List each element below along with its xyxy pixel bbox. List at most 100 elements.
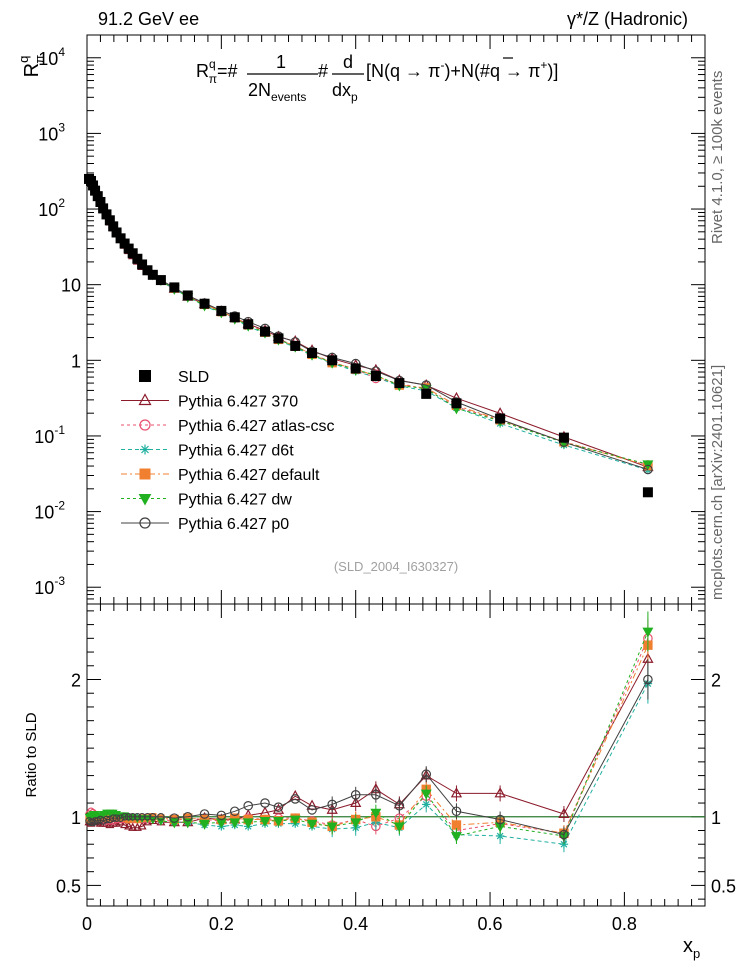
main-point-sld <box>307 347 318 358</box>
x-tick-label: 0.2 <box>209 914 234 934</box>
main-axes: 10-3 10-2 10-1 1 10 102 103 104 <box>34 34 706 605</box>
ratio-ytick-label: 1 <box>71 808 81 828</box>
legend-marker-pythia-6-427-dw <box>138 494 152 506</box>
main-ytick-label: 10-3 <box>34 574 65 598</box>
ratio-point-pythia-6-427-p0 <box>89 818 97 827</box>
main-point-sld <box>199 298 210 309</box>
y-title-sub: π <box>32 55 47 64</box>
main-point-sld <box>155 275 166 286</box>
formula-lhs: Rq π=# <box>196 57 238 86</box>
ratio-ytick-label: 0.5 <box>56 876 81 896</box>
qbar: q <box>490 61 500 81</box>
main-y-axis-title: Rqπ <box>16 55 47 78</box>
ratio-point-pythia-6-427-p0 <box>273 802 284 812</box>
main-ytick-label: 1 <box>71 351 81 371</box>
main-point-sld <box>260 326 271 337</box>
ratio-point-pythia-6-427-p0 <box>91 817 99 825</box>
frac1-denominator: 2Nevents <box>248 80 306 104</box>
ratio-point-pythia-6-427-370 <box>306 799 318 810</box>
ratio-point-pythia-6-427-p0 <box>116 814 125 822</box>
main-point-sld <box>147 269 158 280</box>
main-point-sld <box>394 378 405 389</box>
ratio-point-pythia-6-427-p0 <box>243 800 254 811</box>
ratio-point-pythia-6-427-p0 <box>307 805 317 815</box>
ratio-axes: 0.5 0.5 1 1 2 2 0 0.2 0.4 0.6 0.8 <box>56 604 736 934</box>
x-tick-label: 0.6 <box>478 914 503 934</box>
mcplots-label: mcplots.cern.ch [arXiv:2401.10621] <box>709 365 726 600</box>
energy-label: 91.2 GeV ee <box>98 9 199 29</box>
main-point-sld <box>350 363 361 374</box>
ratio-point-pythia-6-427-370 <box>128 822 138 831</box>
legend-marker-pythia-6-427-p0 <box>139 517 151 529</box>
main-point-sld <box>273 333 284 344</box>
main-point-sld <box>421 388 432 399</box>
ratio-point-pythia-6-427-dw <box>242 818 254 829</box>
formula: Rq π=# 1 2Nevents # d dxp [N(q → π-)+N(#q… <box>196 52 558 104</box>
main-point-sld <box>290 340 301 351</box>
main-line-pythia-6-427-dw <box>88 178 649 465</box>
ratio-point-pythia-6-427-p0 <box>124 812 133 821</box>
ratio-point-pythia-6-427-p0 <box>120 812 129 821</box>
ratio-point-pythia-6-427-p0 <box>138 812 146 821</box>
legend-marker-pythia-6-427-default <box>139 468 151 480</box>
main-point-sld <box>495 413 506 424</box>
legend: SLD Pythia 6.427 370 Pythia 6.427 atlas-cs… <box>121 369 335 533</box>
x-axis-title: xp <box>683 935 700 961</box>
main-point-sld <box>558 432 569 443</box>
ratio-point-pythia-6-427-370 <box>105 819 115 829</box>
main-ytick-label: 102 <box>38 196 65 220</box>
main-point-sld <box>169 282 180 293</box>
main-point-sld <box>229 312 240 323</box>
main-point-sld <box>642 487 653 498</box>
ratio-point-pythia-6-427-370 <box>272 803 285 814</box>
ratio-point-pythia-6-427-p0 <box>112 814 121 822</box>
ratio-point-pythia-6-427-p0 <box>199 809 210 819</box>
ratio-point-pythia-6-427-p0 <box>133 812 142 821</box>
process-label: γ*/Z (Hadronic) <box>567 9 688 29</box>
main-point-sld <box>216 305 227 316</box>
main-line-pythia-6-427-370 <box>88 179 649 468</box>
legend-label: Pythia 6.427 370 <box>178 394 298 411</box>
legend-label: Pythia 6.427 d6t <box>178 443 294 460</box>
frac1-numerator: 1 <box>276 52 286 72</box>
main-ytick-label: 10-1 <box>34 423 65 447</box>
main-point-sld <box>243 319 254 330</box>
ratio-ytick-label-right: 2 <box>711 671 721 691</box>
y-title-sup: q <box>16 56 31 63</box>
ratio-point-pythia-6-427-dw <box>259 817 271 827</box>
main-point-sld <box>370 371 381 382</box>
svg-text:Rqπ: Rqπ <box>16 55 47 78</box>
main-point-sld <box>327 355 338 366</box>
main-line-pythia-6-427-atlas-csc <box>88 177 649 466</box>
ratio-panel-frame <box>86 603 706 907</box>
legend-marker-pythia-6-427-d6t <box>140 444 150 455</box>
ratio-point-pythia-6-427-dw <box>215 818 227 829</box>
legend-marker-pythia-6-427-370 <box>138 393 152 406</box>
ratio-point-pythia-6-427-p0 <box>128 812 137 821</box>
main-point-sld <box>451 398 462 409</box>
ratio-point-pythia-6-427-p0 <box>109 814 117 822</box>
rivet-label: Rivet 4.1.0, ≥ 100k events <box>709 71 726 244</box>
legend-label: Pythia 6.427 dw <box>178 492 292 509</box>
main-line-pythia-6-427-d6t <box>88 179 649 471</box>
main-point-pythia-6-427-p0 <box>643 464 653 475</box>
ratio-point-pythia-6-427-p0 <box>290 794 301 804</box>
ratio-point-pythia-6-427-dw <box>306 819 318 830</box>
legend-marker-sld <box>139 370 151 382</box>
ratio-point-pythia-6-427-370 <box>124 821 134 830</box>
frac2-numerator: d <box>343 52 353 72</box>
legend-label: SLD <box>178 369 209 386</box>
x-tick-label: 0.8 <box>612 914 637 934</box>
ratio-line-pythia-6-427-370 <box>88 658 649 829</box>
ratio-line-pythia-6-427-default <box>89 644 649 834</box>
ratio-y-axis-title: Ratio to SLD <box>23 712 40 797</box>
ratio-point-pythia-6-427-p0 <box>157 812 165 821</box>
frac2-denominator: dxp <box>332 80 358 104</box>
ratio-point-pythia-6-427-p0 <box>260 798 270 808</box>
ratio-line-pythia-6-427-atlas-csc <box>88 638 649 834</box>
ratio-point-pythia-6-427-p0 <box>216 810 227 821</box>
ratio-point-pythia-6-427-dw <box>199 819 211 830</box>
main-series <box>84 173 654 498</box>
main-ytick-label: 10 <box>61 276 81 296</box>
